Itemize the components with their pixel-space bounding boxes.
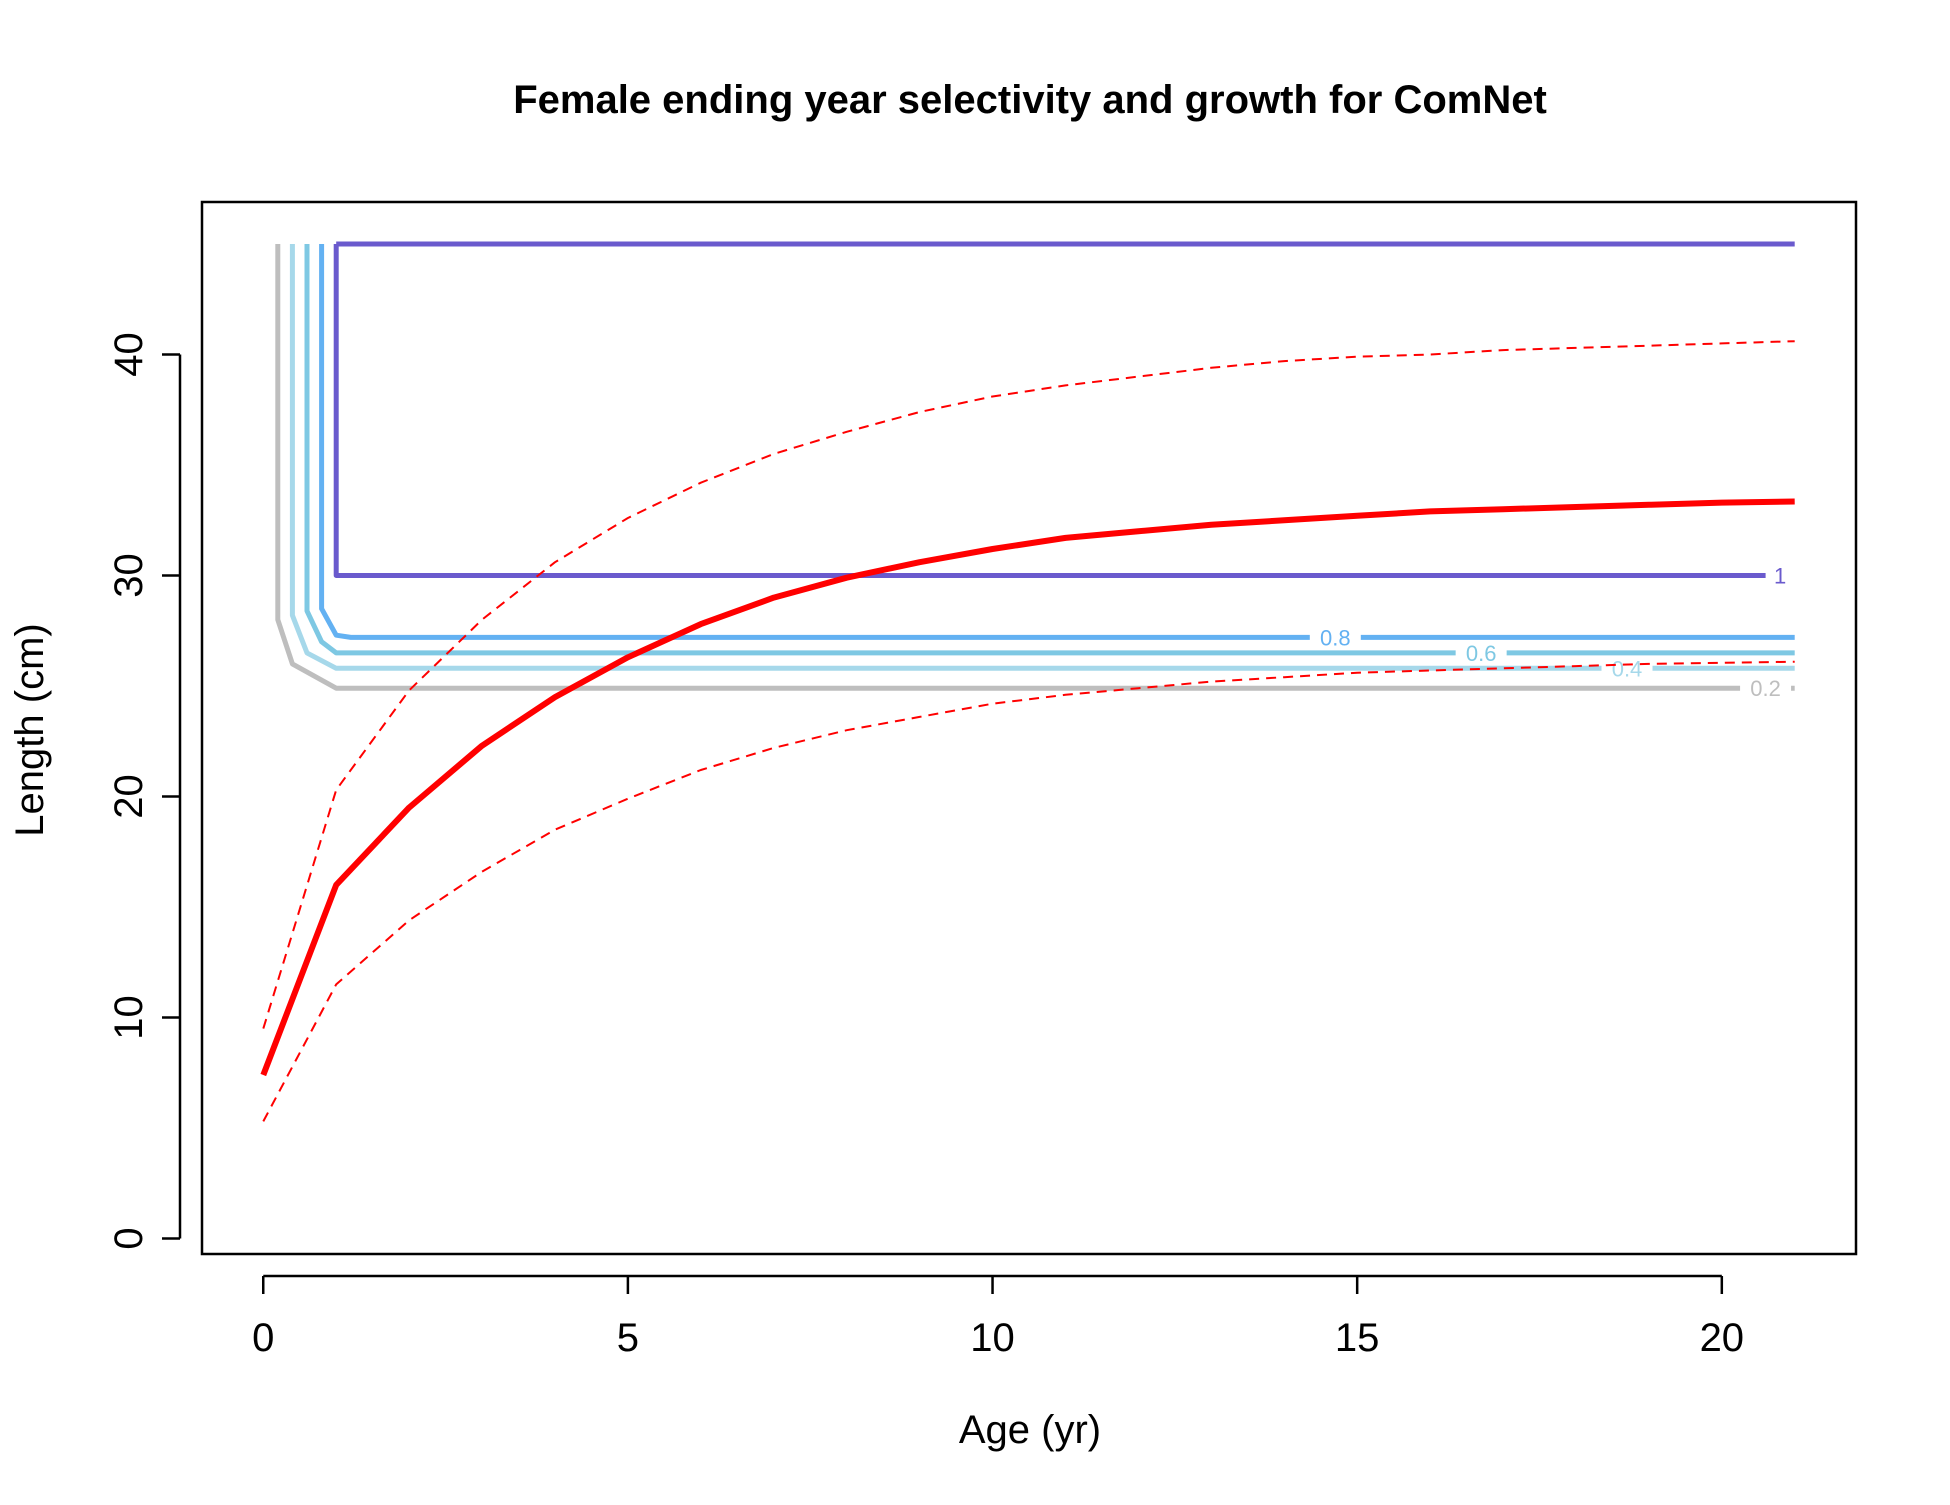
x-tick-label-2: 10 [970, 1316, 1015, 1360]
x-tick-label-3: 15 [1335, 1316, 1380, 1360]
growth-line-2 [262, 660, 1795, 1122]
contour-line-4-inner [333, 244, 1766, 578]
x-tick-label-0: 0 [252, 1316, 274, 1360]
x-tick-label-1: 5 [617, 1316, 639, 1360]
y-tick-label-1: 10 [107, 995, 151, 1040]
y-tick-label-0: 0 [107, 1227, 151, 1249]
growth-line-1 [262, 340, 1795, 1029]
x-tick-label-4: 20 [1700, 1316, 1745, 1360]
y-tick-label-3: 30 [107, 553, 151, 598]
chart-title: Female ending year selectivity and growt… [513, 78, 1547, 122]
x-axis-title: Age (yr) [959, 1408, 1101, 1452]
contour-label-4: 1 [1774, 564, 1786, 589]
contour-line-0 [275, 244, 1795, 691]
contour-label-3: 0.8 [1320, 625, 1351, 650]
contour-label-bg-0 [1740, 676, 1792, 701]
selectivity-contours: 0.2 0.4 0.6 0.8 1 [275, 241, 1795, 701]
contour-label-0: 0.2 [1750, 676, 1781, 701]
contour-label-bg-2 [1455, 640, 1507, 665]
contour-label-bg-3 [1309, 625, 1361, 650]
contour-label-bg-4 [1767, 563, 1793, 588]
y-axis: 0 10 20 30 40 [107, 332, 182, 1250]
contour-label-1: 0.4 [1612, 656, 1643, 681]
plot-frame [200, 200, 1858, 1256]
contour-label-bg-1 [1601, 656, 1653, 681]
contour-line-3 [319, 244, 1795, 640]
contour-label-2: 0.6 [1466, 641, 1497, 666]
y-tick-label-4: 40 [107, 332, 151, 377]
contour-line-2 [304, 244, 1795, 656]
x-axis: 0 5 10 15 20 [252, 1274, 1745, 1360]
growth-series [260, 340, 1795, 1122]
y-axis-title: Length (cm) [8, 623, 52, 836]
y-tick-label-2: 20 [107, 774, 151, 819]
contour-line-1 [289, 244, 1795, 671]
growth-line-0 [260, 498, 1795, 1077]
